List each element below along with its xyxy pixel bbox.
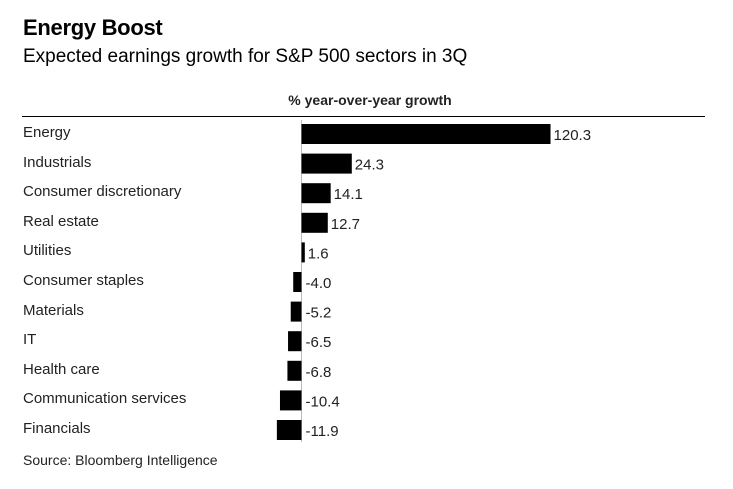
bar <box>301 183 331 204</box>
value-label: -10.4 <box>306 393 340 410</box>
value-label: -11.9 <box>306 423 339 440</box>
bar <box>288 331 302 352</box>
category-label: Health care <box>23 360 100 378</box>
value-label: 120.3 <box>554 127 592 144</box>
value-label: -4.0 <box>306 275 332 292</box>
column-header: % year-over-year growth <box>288 92 452 108</box>
category-label: Energy <box>23 124 71 141</box>
bar <box>293 272 302 292</box>
category-label: Consumer staples <box>23 272 144 289</box>
source-note: Source: Bloomberg Intelligence <box>23 452 218 468</box>
category-label: Industrials <box>23 153 92 171</box>
bar <box>301 124 551 144</box>
value-label: 1.6 <box>308 245 329 262</box>
bar <box>301 242 305 263</box>
category-label: Communication services <box>23 390 187 408</box>
bar <box>287 360 302 381</box>
header-divider <box>22 116 705 117</box>
category-label: IT <box>23 331 37 349</box>
category-label: Real estate <box>23 212 99 230</box>
chart-title: Energy Boost <box>23 15 163 40</box>
bar <box>279 390 302 411</box>
bar <box>276 420 302 440</box>
category-label: Utilities <box>23 242 72 260</box>
bar <box>290 301 302 322</box>
value-label: -6.8 <box>306 364 332 381</box>
category-label: Materials <box>23 301 84 319</box>
category-label: Financials <box>23 420 91 437</box>
value-label: 12.7 <box>331 216 360 233</box>
bar <box>301 212 328 233</box>
chart-subtitle: Expected earnings growth for S&P 500 sec… <box>23 46 468 67</box>
value-label: 24.3 <box>355 157 384 174</box>
category-label: Consumer discretionary <box>23 183 182 201</box>
value-label: -6.5 <box>306 334 332 351</box>
bar <box>301 153 352 174</box>
value-label: -5.2 <box>306 305 332 322</box>
value-label: 14.1 <box>334 186 363 203</box>
